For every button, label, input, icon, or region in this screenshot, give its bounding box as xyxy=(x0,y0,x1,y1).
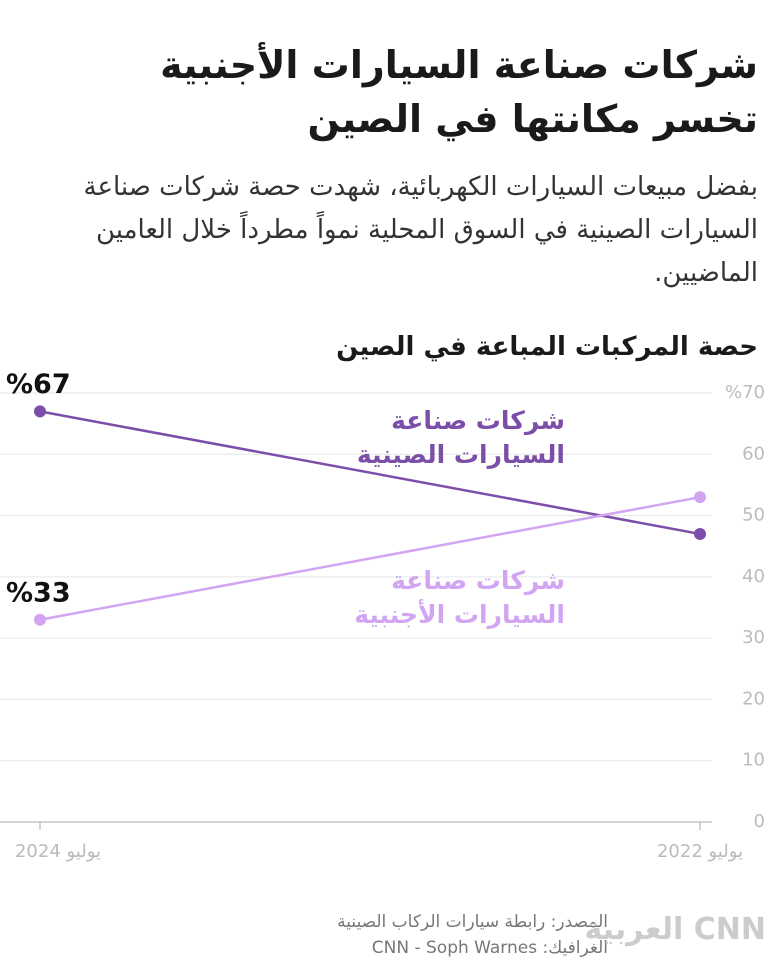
series-label: شركات صناعة السيارات الصينية xyxy=(356,406,565,469)
chart-title: حصة المركبات المباعة في الصين xyxy=(336,332,758,362)
point xyxy=(34,405,46,418)
source: المصدر: رابطة سيارات الركاب الصينية xyxy=(337,912,608,932)
series-label: شركات صناعة السيارات الأجنبية xyxy=(354,566,565,629)
title: شركات صناعة السيارات الأجنبية تخسر مكانت… xyxy=(160,43,758,141)
y-tick-label: 30 xyxy=(742,627,765,648)
y-tick-label: 10 xyxy=(742,750,765,771)
credit: الغرافيك: CNN - Soph Warnes xyxy=(371,938,608,958)
series-line xyxy=(39,410,701,536)
y-tick-label: 20 xyxy=(742,688,765,709)
point xyxy=(694,527,706,540)
point xyxy=(694,491,706,504)
series-line xyxy=(39,495,701,621)
y-tick-label: 60 xyxy=(742,443,765,464)
x-tick-label: يوليو 2024 xyxy=(15,841,101,862)
y-tick-label: %70 xyxy=(725,382,765,403)
subtitle: بفضل مبيعات السيارات الكهربائية، شهدت حص… xyxy=(83,172,758,288)
x-tick-label: يوليو 2022 xyxy=(657,841,743,862)
logo: CNN العربية xyxy=(584,912,766,947)
y-tick-label: 50 xyxy=(742,505,765,526)
y-tick-label: 0 xyxy=(754,811,765,832)
point xyxy=(34,613,46,626)
data-label: %67 xyxy=(6,369,71,400)
data-label: %33 xyxy=(6,577,71,608)
y-tick-label: 40 xyxy=(742,566,765,587)
